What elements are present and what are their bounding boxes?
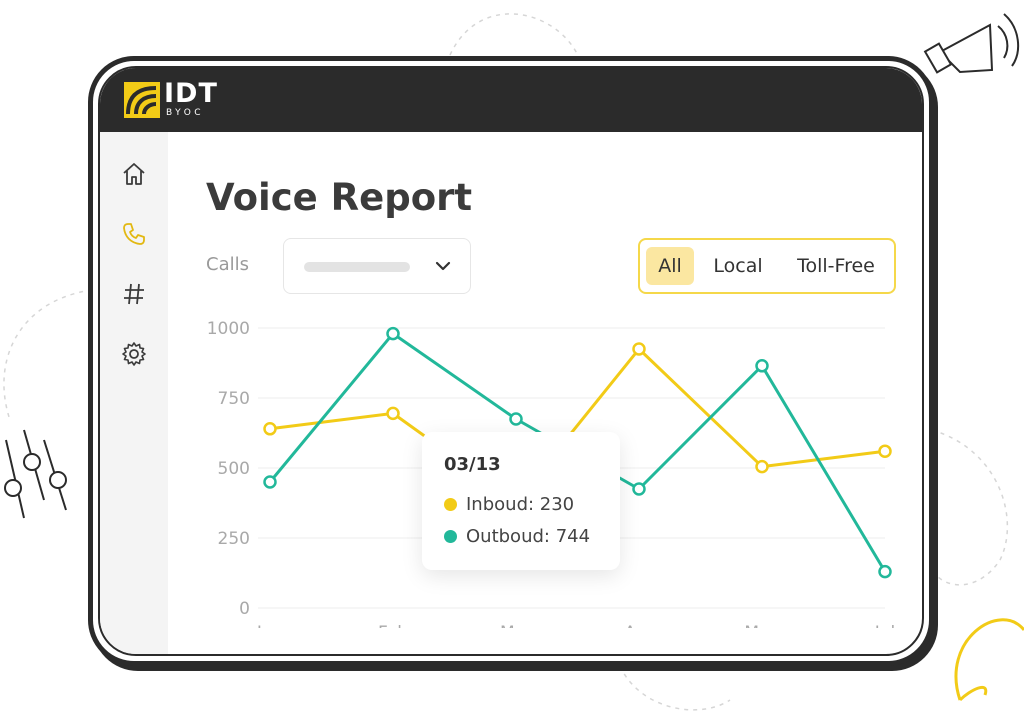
x-tick-label: May: [744, 623, 779, 628]
y-tick-label: 0: [239, 599, 250, 619]
sliders-icon: [4, 429, 67, 519]
dropdown-placeholder: [304, 262, 410, 272]
y-tick-label: 250: [218, 529, 250, 549]
voice-line-chart: 1000 750 500 250 0 Jan Feb Mar Apr May Jul: [207, 319, 896, 628]
megaphone-icon: [923, 13, 1020, 74]
calls-dropdown[interactable]: [283, 238, 471, 294]
chevron-down-icon: [435, 261, 451, 271]
y-tick-label: 1000: [207, 319, 250, 339]
home-icon[interactable]: [120, 160, 148, 188]
outbound-point: [878, 564, 892, 579]
outbound-point: [509, 412, 523, 426]
y-tick-label: 500: [218, 459, 250, 479]
tab-local[interactable]: Local: [713, 255, 763, 277]
tooltip-outbound: Outboud: 744: [444, 526, 590, 547]
x-tick-label: Jul: [874, 623, 896, 628]
outbound-point: [632, 482, 646, 496]
call-type-toggle: All Local Toll-Free: [638, 238, 896, 294]
swirl-decoration: [954, 618, 1024, 702]
y-tick-label: 750: [218, 389, 250, 409]
outbound-point: [755, 359, 769, 373]
tab-all[interactable]: All: [646, 247, 694, 285]
inbound-point: [755, 459, 769, 474]
inbound-dot-icon: [444, 498, 457, 511]
x-tick-label: Feb: [378, 623, 408, 628]
page-title: Voice Report: [206, 176, 473, 219]
chart-tooltip: 03/13 Inboud: 230 Outboud: 744: [422, 432, 620, 570]
x-tick-label: Jan: [256, 623, 283, 628]
tooltip-date: 03/13: [444, 454, 501, 475]
outbound-dot-icon: [444, 530, 457, 543]
device-frame: IDT BYOC Voice Report Calls: [88, 56, 934, 666]
hash-icon[interactable]: [120, 280, 148, 308]
phone-icon[interactable]: [120, 220, 148, 248]
tab-toll-free[interactable]: Toll-Free: [797, 255, 875, 277]
sidebar: [100, 132, 168, 654]
app-window: IDT BYOC Voice Report Calls: [98, 66, 924, 656]
inbound-point: [263, 422, 277, 436]
x-tick-label: Apr: [624, 623, 653, 628]
gear-icon[interactable]: [120, 340, 148, 368]
inbound-point: [386, 406, 400, 421]
inbound-point: [878, 444, 892, 458]
idt-logo-icon: [124, 82, 160, 118]
tooltip-inbound: Inboud: 230: [444, 494, 574, 515]
top-bar: IDT BYOC: [100, 68, 922, 132]
outbound-point: [386, 326, 400, 341]
x-tick-label: Mar: [500, 623, 532, 628]
inbound-point: [632, 342, 646, 356]
inbound-line: [269, 347, 886, 504]
tooltip-outbound-label: Outboud: 744: [466, 526, 591, 547]
outbound-point: [263, 475, 277, 489]
brand-logo-text: IDT: [164, 78, 218, 109]
brand-sub-text: BYOC: [166, 108, 205, 118]
calls-label: Calls: [206, 254, 249, 275]
tooltip-inbound-label: Inboud: 230: [466, 494, 575, 515]
